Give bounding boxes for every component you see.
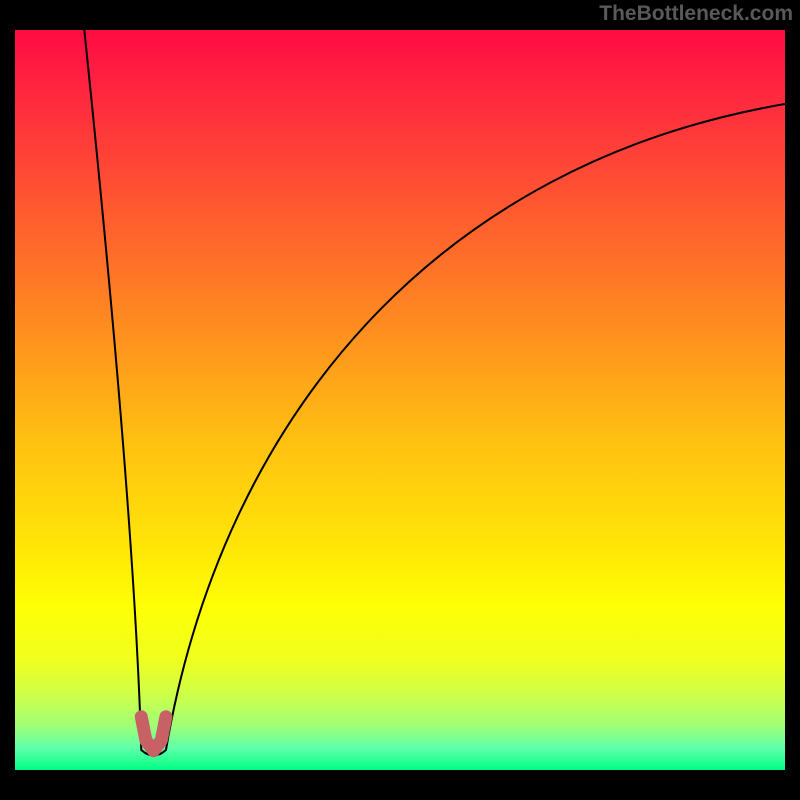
plot-area (15, 30, 785, 770)
watermark-text: TheBottleneck.com (599, 2, 793, 26)
bottleneck-chart-svg (15, 30, 785, 770)
chart-frame: TheBottleneck.com (0, 0, 800, 800)
chart-background (15, 30, 785, 770)
